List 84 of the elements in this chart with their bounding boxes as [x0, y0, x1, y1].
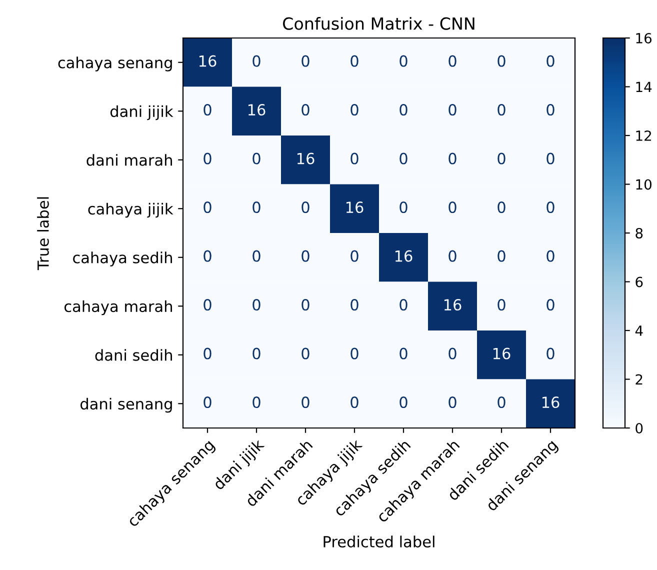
y-tick-label: cahaya marah — [64, 300, 172, 316]
data-label: 0 — [546, 55, 554, 67]
data-label: 0 — [252, 299, 260, 311]
data-label: 0 — [400, 55, 408, 67]
data-label: 0 — [350, 348, 358, 360]
data-label: 0 — [400, 299, 408, 311]
data-label: 0 — [350, 55, 358, 67]
y-tick-label: cahaya sedih — [73, 252, 172, 266]
data-label: 0 — [498, 55, 506, 67]
color-bar-label: 2 — [636, 374, 642, 385]
data-label: 0 — [252, 250, 260, 262]
data-label: 0 — [302, 104, 310, 116]
data-label: 0 — [546, 299, 554, 311]
data-label: 0 — [448, 152, 456, 164]
data-label: 0 — [448, 250, 456, 262]
data-label: 16 — [248, 104, 266, 116]
data-label: 0 — [204, 152, 212, 164]
data-label: 0 — [546, 152, 554, 164]
color-bar-label: 16 — [636, 32, 652, 44]
data-label: 0 — [302, 348, 310, 360]
data-label: 0 — [546, 202, 554, 214]
color-bar-label: 14 — [636, 82, 652, 92]
data-label: 16 — [493, 348, 510, 360]
data-label: 0 — [252, 348, 260, 360]
data-label: 0 — [252, 396, 260, 408]
data-label: 0 — [302, 202, 310, 214]
data-label: 0 — [448, 104, 456, 116]
data-label: 16 — [444, 299, 462, 311]
data-label: 0 — [302, 250, 310, 262]
data-label: 0 — [546, 104, 554, 116]
x-axis-title: Predicted label — [324, 536, 434, 548]
data-label: 0 — [350, 396, 358, 408]
data-label: 16 — [199, 55, 216, 67]
data-label: 0 — [448, 396, 456, 408]
data-label: 0 — [302, 55, 310, 67]
data-label: 0 — [350, 250, 358, 262]
data-label: 0 — [498, 250, 506, 262]
data-label: 0 — [448, 348, 456, 360]
chart-title: Confusion Matrix - CNN — [283, 17, 474, 30]
data-label: 16 — [346, 202, 364, 214]
data-label: 0 — [252, 152, 260, 164]
data-label: 0 — [546, 348, 554, 360]
data-label: 0 — [400, 348, 408, 360]
y-tick-label: dani jijik — [110, 105, 174, 120]
color-bar-label: 8 — [636, 228, 643, 238]
color-bar-label: 0 — [636, 422, 643, 434]
y-tick-label: dani sedih — [95, 349, 172, 361]
data-label: 0 — [204, 396, 212, 408]
data-label: 16 — [395, 250, 412, 262]
data-label: 0 — [252, 55, 260, 67]
color-bar-label: 4 — [635, 326, 643, 336]
data-label: 0 — [204, 202, 212, 214]
data-label: 0 — [204, 250, 212, 262]
data-label: 0 — [350, 104, 358, 116]
y-tick-label: dani marah — [86, 154, 172, 166]
data-label: 0 — [498, 299, 506, 311]
data-label: 0 — [448, 202, 456, 214]
data-label: 0 — [546, 250, 554, 262]
data-label: 0 — [204, 348, 212, 360]
data-label: 0 — [350, 152, 358, 164]
data-label: 16 — [297, 152, 314, 164]
data-label: 0 — [350, 299, 358, 311]
data-label: 0 — [498, 396, 506, 408]
data-label: 0 — [302, 299, 310, 311]
y-tick-label: cahaya jijik — [88, 202, 174, 218]
data-label: 0 — [498, 202, 506, 214]
data-label: 16 — [542, 396, 560, 408]
data-label: 0 — [400, 202, 408, 214]
data-label: 0 — [400, 152, 408, 164]
y-tick-label: dani senang — [80, 398, 172, 413]
data-label: 0 — [400, 104, 408, 116]
color-bar-label: 6 — [636, 276, 643, 288]
data-label: 0 — [204, 299, 212, 311]
data-label: 0 — [400, 396, 408, 408]
data-label: 0 — [498, 152, 506, 164]
y-axis-title: True label — [37, 197, 49, 270]
y-tick-label: cahaya senang — [58, 56, 172, 72]
data-label: 0 — [302, 396, 310, 408]
data-label: 0 — [252, 202, 260, 214]
color-bar-label: 10 — [636, 179, 652, 190]
data-label: 0 — [448, 55, 456, 67]
data-label: 0 — [498, 104, 506, 116]
color-bar-label: 12 — [636, 130, 652, 141]
data-label: 0 — [204, 104, 212, 116]
